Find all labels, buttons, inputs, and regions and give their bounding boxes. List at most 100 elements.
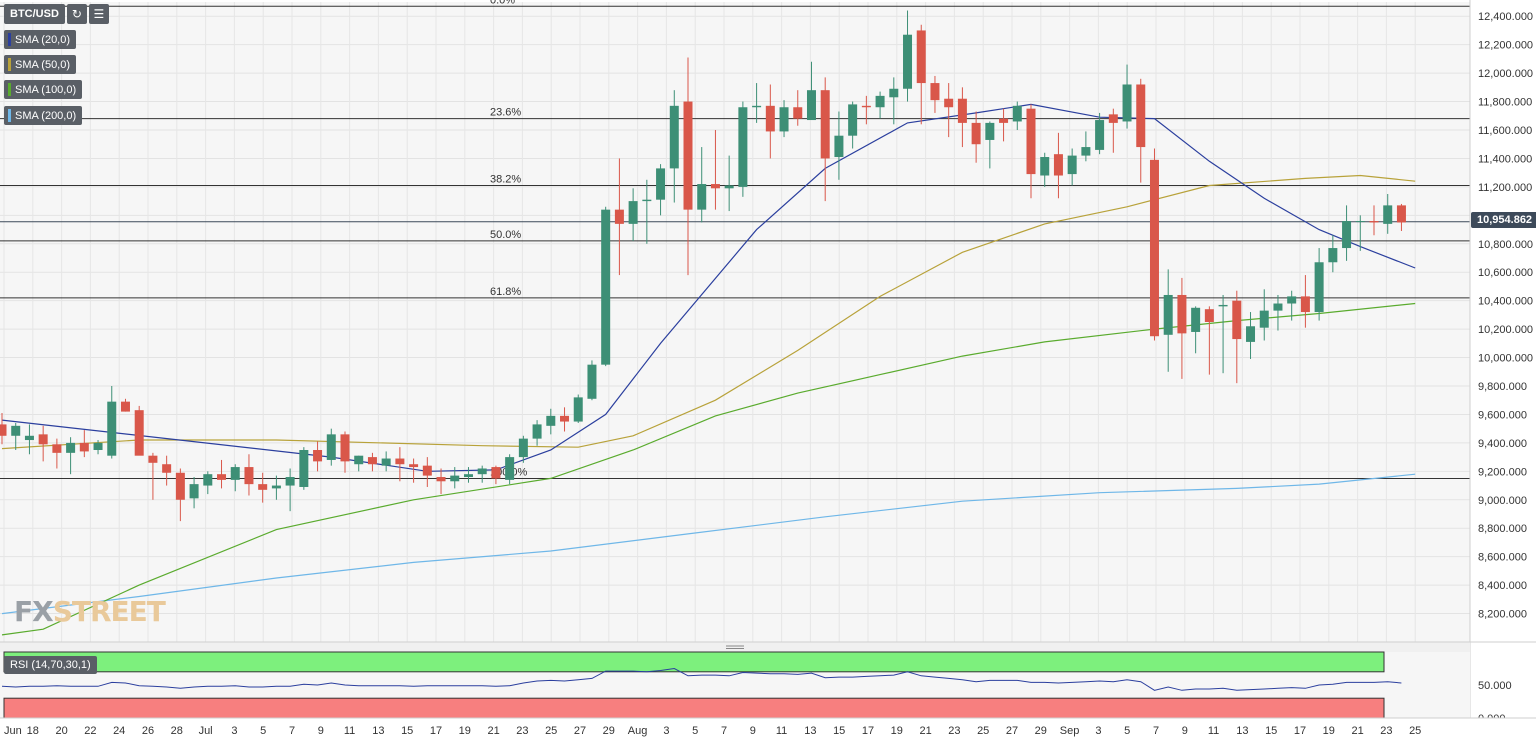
candle [367, 452, 377, 472]
candle-body [587, 364, 597, 399]
time-tick-label: 7 [1153, 725, 1159, 737]
candle-body [957, 98, 967, 123]
candle-body [944, 98, 954, 108]
rsi-indicator-label[interactable]: RSI (14,70,30,1) [4, 656, 97, 674]
indicator-sma50[interactable]: SMA (50,0) [4, 55, 77, 74]
candle-body [107, 401, 117, 456]
candle [820, 77, 830, 202]
candle-body [148, 455, 158, 463]
candle [1314, 248, 1324, 321]
candle [326, 428, 336, 466]
indicator-label: SMA (200,0) [15, 109, 77, 122]
fib-level-label: 61.8% [490, 286, 521, 298]
candle-body [628, 201, 638, 224]
sma50-swatch [8, 58, 11, 71]
candle-body [683, 101, 693, 210]
candle-body [614, 209, 624, 224]
candle [944, 83, 954, 138]
candle-body [79, 442, 89, 452]
price-tick-label: 11,800.000 [1478, 97, 1532, 109]
candle [491, 465, 501, 485]
time-tick-label: 21 [487, 725, 499, 737]
candle [573, 394, 583, 423]
candle-body [203, 474, 213, 486]
symbol-label[interactable]: BTC/USD [4, 4, 65, 24]
candle [1053, 132, 1063, 199]
candle [903, 10, 913, 102]
candle [683, 57, 693, 276]
candle [1300, 275, 1310, 328]
watermark-street: STREET [52, 595, 166, 628]
price-tick-label: 8,200.000 [1478, 609, 1527, 621]
indicator-sma100[interactable]: SMA (100,0) [4, 80, 83, 99]
candle [120, 398, 130, 412]
candle [1026, 104, 1036, 199]
candle-body [409, 464, 419, 468]
price-tick-label: 10,400.000 [1478, 296, 1533, 308]
candle-body [971, 122, 981, 145]
candle-body [765, 105, 775, 132]
candle-body [532, 424, 542, 439]
candle [285, 468, 295, 512]
time-tick-label: 27 [1006, 725, 1018, 737]
candle [957, 87, 967, 148]
candle-body [1232, 300, 1242, 340]
candle-body [1108, 114, 1118, 123]
candle [313, 441, 323, 472]
candle-body [175, 472, 185, 500]
candle-body [1342, 221, 1352, 249]
time-tick-label: 17 [1294, 725, 1306, 737]
candle [738, 101, 748, 197]
time-tick-label: 28 [171, 725, 183, 737]
candle-body [1012, 105, 1022, 122]
candle [1232, 290, 1242, 384]
time-tick-label: 13 [1236, 725, 1248, 737]
candle-body [11, 425, 21, 436]
candle [1383, 194, 1393, 234]
candle [724, 155, 734, 212]
candle-body [1149, 159, 1159, 337]
candle-body [1314, 262, 1324, 313]
refresh-icon[interactable]: ↻ [66, 4, 87, 24]
candle [710, 130, 720, 210]
candle-body [779, 107, 789, 132]
fib-level-label: 50.0% [490, 229, 521, 241]
time-tick-label: 9 [318, 725, 324, 737]
candle [930, 75, 940, 113]
candle-body [24, 435, 34, 441]
candle-body [834, 135, 844, 158]
candle-body [710, 184, 720, 189]
rsi-line [1, 667, 1402, 691]
time-tick-label: 5 [692, 725, 698, 737]
candle [189, 477, 199, 509]
candle-body [189, 484, 199, 499]
candle-body [1204, 309, 1214, 322]
candle-body [1163, 294, 1173, 335]
candle-body [450, 475, 460, 482]
time-tick-label: 15 [401, 725, 413, 737]
time-tick-label: 25 [977, 725, 989, 737]
candle-body [738, 107, 748, 187]
fxstreet-watermark: FXSTREET [14, 595, 166, 628]
chart-settings-icon[interactable]: ☰ [88, 4, 109, 24]
candle [244, 454, 254, 496]
candle [38, 425, 48, 462]
candle [1328, 235, 1338, 273]
candle [1177, 277, 1187, 379]
time-tick-label: Jul [199, 725, 213, 737]
candle [217, 459, 227, 489]
candle-body [806, 90, 816, 121]
candle-body [752, 105, 762, 108]
candle [0, 413, 7, 445]
candle [505, 454, 515, 485]
indicator-sma20[interactable]: SMA (20,0) [4, 30, 77, 49]
time-tick-label: 27 [574, 725, 586, 737]
time-tick-label: 17 [430, 725, 442, 737]
time-tick-label: 21 [1351, 725, 1363, 737]
candle [1040, 152, 1050, 187]
indicator-sma200[interactable]: SMA (200,0) [4, 106, 83, 125]
candle [11, 422, 21, 450]
candle [642, 179, 652, 244]
